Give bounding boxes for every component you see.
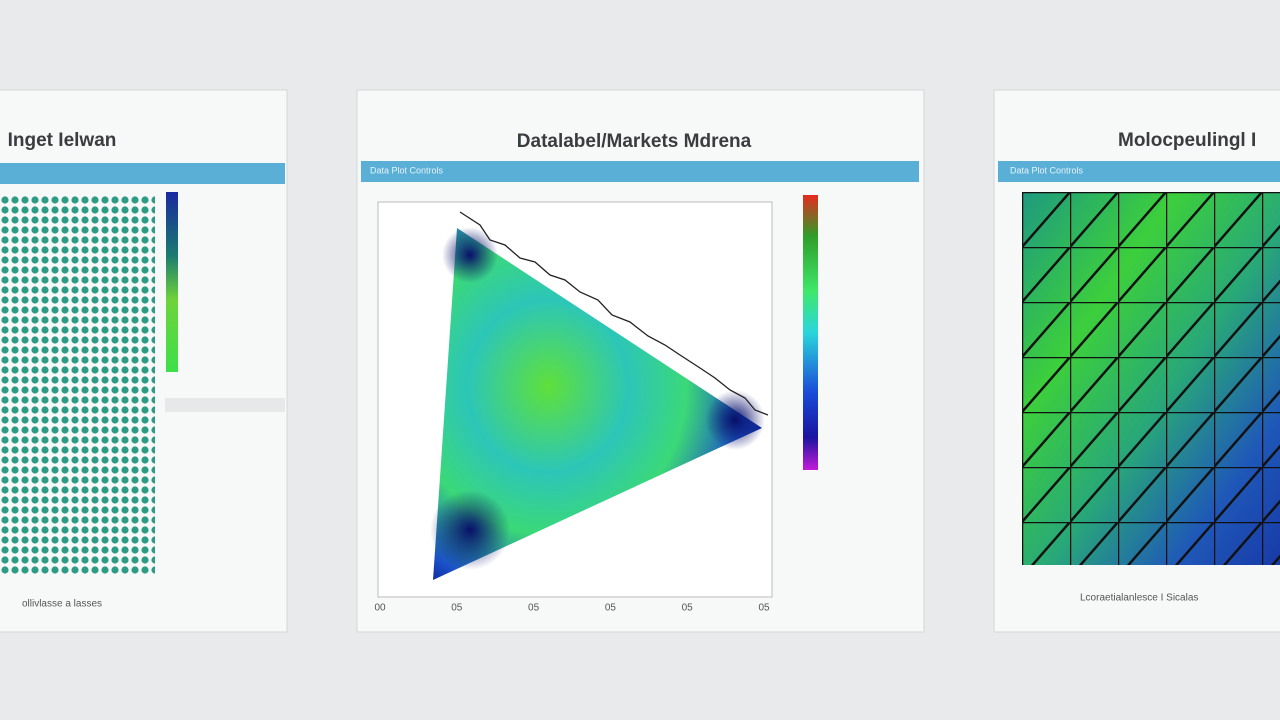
window-left: Inget Ielwan ollivlasse a lasses [0, 89, 288, 633]
toolbar-text: Data Plot Controls [370, 165, 444, 175]
toolbar-text: Data Plot Controls [1010, 165, 1084, 175]
field [165, 398, 285, 412]
x-tick-label: 05 [605, 603, 617, 614]
x-tick-label: 05 [682, 603, 694, 614]
colorbar [166, 192, 178, 372]
footer-text: Lcoraetialanlesce I Sicalas [1080, 593, 1198, 604]
x-tick-label: 05 [451, 603, 463, 614]
x-tick-label: 05 [758, 603, 770, 614]
dot-grid [0, 195, 155, 575]
toolbar [361, 161, 919, 182]
shade [442, 227, 498, 283]
shade [705, 390, 765, 450]
triangle-field [433, 228, 762, 580]
toolbar [0, 163, 285, 184]
x-tick-label: 05 [528, 603, 540, 614]
footer-text: ollivlasse a lasses [22, 599, 102, 610]
edge-line [459, 211, 769, 416]
colorbar [803, 195, 818, 470]
window-center: Datalabel/Markets Mdrena Data Plot Contr… [356, 89, 925, 633]
window-right: Molocpeulingl I Data Plot Controls Lcora… [993, 89, 1280, 633]
toolbar [998, 161, 1280, 182]
x-axis-labels: 00 05 05 05 05 05 [374, 603, 770, 614]
x-tick-label: 00 [374, 603, 386, 614]
window-title: Datalabel/Markets Mdrena [517, 131, 752, 152]
window-title: Molocpeulingl I [1118, 130, 1256, 151]
window-title: Inget Ielwan [8, 130, 117, 151]
shade [430, 490, 510, 570]
mesh [1022, 192, 1280, 565]
